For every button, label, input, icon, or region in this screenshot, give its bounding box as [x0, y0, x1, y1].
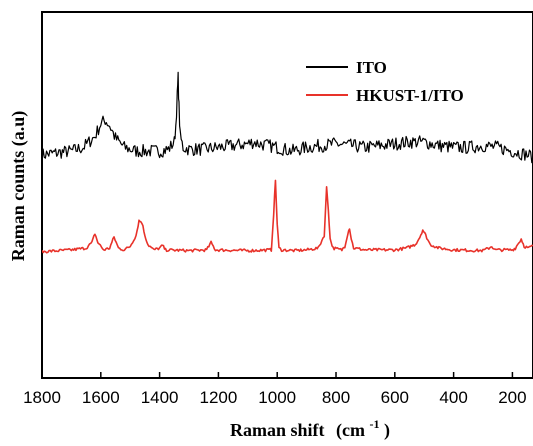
series-layer — [42, 71, 533, 254]
x-axis-unit-superscript: -1 — [370, 417, 380, 431]
x-tick-label: 1200 — [199, 388, 237, 407]
x-axis-unit: (cm — [336, 420, 365, 441]
y-axis-title: Raman counts (a.u) — [8, 111, 29, 262]
x-axis-title-main: Raman shift — [230, 420, 325, 440]
x-axis-unit-close: ) — [384, 420, 390, 441]
x-tick-label: 800 — [322, 388, 350, 407]
x-tick-label: 1400 — [141, 388, 179, 407]
x-axis-ticks: 1800 1600 1400 1200 1000 800 600 400 200 — [23, 372, 527, 407]
x-tick-label: 600 — [381, 388, 409, 407]
series-line-hkust-1-ito — [42, 179, 533, 254]
legend: ITO HKUST-1/ITO — [306, 58, 464, 105]
legend-label-hkust: HKUST-1/ITO — [356, 86, 464, 105]
x-tick-label: 400 — [439, 388, 467, 407]
x-tick-label: 1800 — [23, 388, 61, 407]
x-axis-title: Raman shift (cm -1 ) — [230, 412, 390, 441]
x-tick-label: 200 — [498, 388, 526, 407]
plot-frame — [41, 11, 533, 379]
series-line-ito — [42, 71, 533, 164]
legend-label-ito: ITO — [356, 58, 387, 77]
x-tick-label: 1600 — [82, 388, 120, 407]
x-tick-label: 1000 — [258, 388, 296, 407]
